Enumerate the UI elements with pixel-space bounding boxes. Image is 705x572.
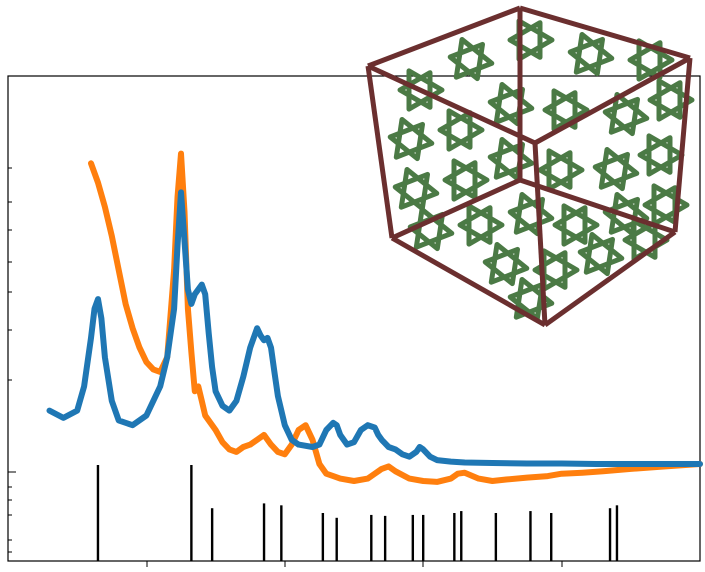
lattice-triangle <box>442 160 478 200</box>
lattice-triangle <box>608 92 650 135</box>
cube-edge <box>367 5 521 69</box>
lattice-triangle <box>567 36 605 77</box>
lattice-triangle <box>637 135 673 175</box>
lattice-triangle <box>646 133 685 177</box>
lattice-triangle <box>647 80 683 120</box>
lattice-triangle <box>627 40 663 80</box>
cube-edge <box>672 57 693 233</box>
cube-edge <box>390 177 522 241</box>
lattice-triangle <box>507 281 545 322</box>
inset-cube-illustration <box>365 5 695 328</box>
lattice-triangle <box>387 121 425 162</box>
lattice-triangle <box>642 185 678 225</box>
lattice-triangle <box>622 220 658 260</box>
lattice-triangle <box>537 150 573 190</box>
lattice-triangle <box>397 70 433 110</box>
lattice-triangle <box>551 88 590 132</box>
lattice-triangle <box>592 151 630 192</box>
lattice-triangle <box>447 41 485 82</box>
lattice-triangle <box>406 68 445 112</box>
lattice-triangle <box>446 108 485 152</box>
lattice-triangle <box>466 203 505 247</box>
cube-edge <box>533 55 692 146</box>
lattice-triangle <box>656 78 695 122</box>
cube-edge <box>365 65 395 239</box>
cube-frame <box>365 5 693 328</box>
lattice-triangle <box>542 90 578 130</box>
lattice-triangle <box>573 32 615 75</box>
axis-ticks <box>8 167 563 567</box>
lattice-triangle <box>392 171 430 212</box>
cube-edge <box>519 177 676 235</box>
lattice-triangle <box>507 20 543 60</box>
plot-frame <box>7 75 701 562</box>
lattice-triangle <box>561 203 600 247</box>
lattice-triangle <box>453 37 495 80</box>
lattice-triangle <box>393 117 435 160</box>
cube-edge <box>519 5 691 61</box>
lattice-triangle <box>493 137 535 180</box>
cube-edge <box>532 142 548 326</box>
lattice-triangle <box>488 242 530 285</box>
lattice-triangle <box>451 158 490 202</box>
lattice-triangle <box>583 232 625 275</box>
lattice-triangle <box>457 205 493 245</box>
lattice-triangle <box>598 147 640 190</box>
cube-edge <box>366 63 537 146</box>
cube-edge <box>390 235 547 328</box>
series-line-0 <box>46 189 703 467</box>
lattice-triangle <box>532 250 568 290</box>
cube-edge <box>543 229 677 328</box>
lattice-triangle <box>513 277 555 320</box>
series-lines <box>46 150 703 485</box>
lattice-triangle <box>552 205 588 245</box>
lattice-triangle <box>577 236 615 277</box>
reference-ticks <box>96 465 619 561</box>
lattice-triangle <box>651 183 690 227</box>
lattice-triangle <box>398 167 440 210</box>
lattice-triangle <box>602 96 640 137</box>
lattice-triangle <box>493 82 535 125</box>
lattice-triangle <box>482 246 520 287</box>
lattice-triangle <box>546 148 585 192</box>
lattice-triangle <box>437 110 473 150</box>
